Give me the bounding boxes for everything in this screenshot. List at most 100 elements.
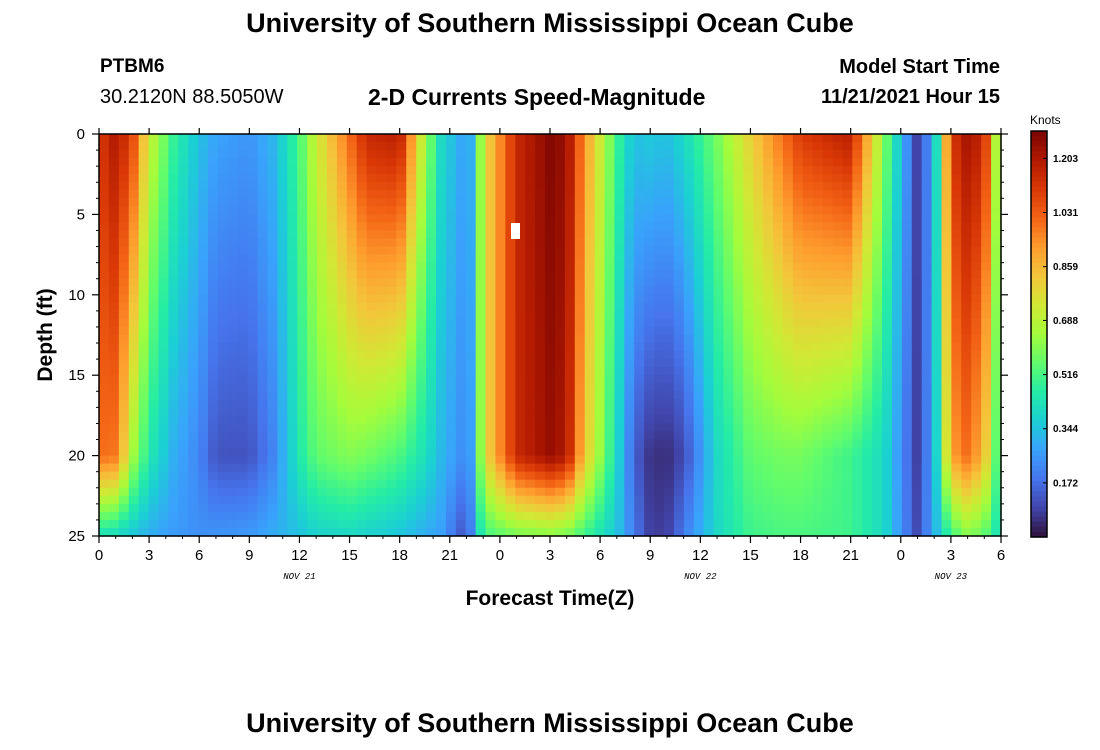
heatmap-cell: [287, 142, 298, 151]
heatmap-cell: [118, 278, 130, 288]
heatmap-cell: [237, 182, 249, 191]
heatmap-cell: [188, 174, 199, 183]
heatmap-cell: [951, 166, 962, 175]
heatmap-cell: [564, 527, 576, 537]
heatmap-cell: [911, 463, 923, 473]
heatmap-cell: [723, 495, 734, 505]
heatmap-cell: [872, 190, 883, 199]
heatmap-cell: [277, 150, 288, 159]
heatmap-cell: [416, 190, 427, 199]
heatmap-cell: [832, 463, 843, 473]
heatmap-cell: [396, 455, 407, 465]
heatmap-cell: [773, 198, 784, 207]
heatmap-cell: [287, 278, 298, 288]
heatmap-cell: [882, 415, 893, 425]
heatmap-cell: [495, 519, 506, 529]
heatmap-cell: [693, 174, 705, 183]
heatmap-cell: [901, 423, 913, 433]
heatmap-cell: [138, 399, 150, 408]
heatmap-cell: [862, 431, 873, 441]
heatmap-cell: [584, 190, 596, 199]
heatmap-cell: [792, 431, 804, 441]
heatmap-cell: [832, 278, 843, 288]
heatmap-cell: [525, 206, 536, 215]
heatmap-cell: [713, 343, 725, 352]
heatmap-cell: [614, 166, 625, 175]
heatmap-cell: [792, 198, 804, 207]
heatmap-cell: [891, 511, 903, 521]
heatmap-cell: [872, 423, 883, 433]
heatmap-cell: [812, 335, 824, 344]
heatmap-cell: [455, 423, 467, 433]
heatmap-cell: [257, 527, 269, 537]
heatmap-cell: [158, 503, 169, 513]
heatmap-cell: [257, 270, 269, 280]
heatmap-cell: [634, 471, 645, 481]
heatmap-cell: [336, 214, 348, 224]
heatmap-cell: [921, 359, 933, 368]
heatmap-cell: [971, 495, 982, 505]
heatmap-cell: [792, 302, 804, 312]
heatmap-cell: [564, 503, 576, 513]
heatmap-cell: [545, 423, 556, 433]
heatmap-cell: [475, 343, 487, 352]
heatmap-cell: [842, 230, 853, 240]
heatmap-cell: [227, 527, 239, 537]
heatmap-cell: [733, 326, 744, 336]
heatmap-cell: [971, 463, 982, 473]
heatmap-cell: [564, 367, 576, 376]
heatmap-cell: [396, 214, 407, 224]
heatmap-cell: [564, 383, 576, 392]
heatmap-cell: [891, 230, 903, 240]
heatmap-cell: [495, 326, 506, 336]
heatmap-cell: [733, 415, 744, 425]
heatmap-cell: [336, 318, 348, 328]
heatmap-cell: [455, 198, 467, 207]
heatmap-cell: [812, 351, 824, 360]
heatmap-cell: [584, 519, 596, 529]
heatmap-cell: [971, 286, 982, 296]
heatmap-cell: [168, 511, 179, 521]
heatmap-cell: [971, 367, 982, 376]
heatmap-cell: [475, 471, 487, 481]
heatmap-cell: [307, 166, 318, 175]
heatmap-cell: [931, 302, 943, 312]
heatmap-cell: [723, 407, 734, 416]
heatmap-cell: [158, 206, 169, 215]
heatmap-cell: [237, 383, 249, 392]
heatmap-cell: [128, 463, 140, 473]
heatmap-cell: [386, 495, 397, 505]
heatmap-cell: [882, 431, 893, 441]
heatmap-cell: [554, 222, 566, 232]
heatmap-cell: [356, 286, 368, 296]
heatmap-cell: [941, 142, 953, 151]
heatmap-cell: [455, 415, 467, 425]
heatmap-cell: [128, 326, 140, 336]
heatmap-cell: [227, 351, 239, 360]
heatmap-cell: [168, 391, 179, 400]
heatmap-cell: [991, 246, 1002, 256]
heatmap-cell: [307, 343, 318, 352]
heatmap-cell: [267, 439, 279, 449]
heatmap-cell: [267, 407, 279, 416]
heatmap-cell: [554, 359, 566, 368]
heatmap-cell: [683, 351, 695, 360]
heatmap-cell: [921, 511, 933, 521]
heatmap-cell: [852, 254, 863, 264]
heatmap-cell: [842, 270, 853, 280]
heatmap-cell: [693, 375, 705, 384]
heatmap-cell: [416, 479, 427, 489]
heatmap-cell: [535, 335, 546, 344]
colorbar-unit: Knots: [1030, 113, 1061, 127]
heatmap-cell: [198, 367, 209, 376]
heatmap-cell: [376, 351, 388, 360]
heatmap-cell: [495, 439, 506, 449]
heatmap-cell: [227, 326, 239, 336]
heatmap-cell: [128, 278, 140, 288]
heatmap-cell: [297, 399, 308, 408]
heatmap-cell: [376, 495, 388, 505]
heatmap-cell: [247, 262, 259, 272]
heatmap-cell: [574, 198, 586, 207]
heatmap-cell: [594, 447, 606, 457]
heatmap-cell: [673, 310, 685, 320]
